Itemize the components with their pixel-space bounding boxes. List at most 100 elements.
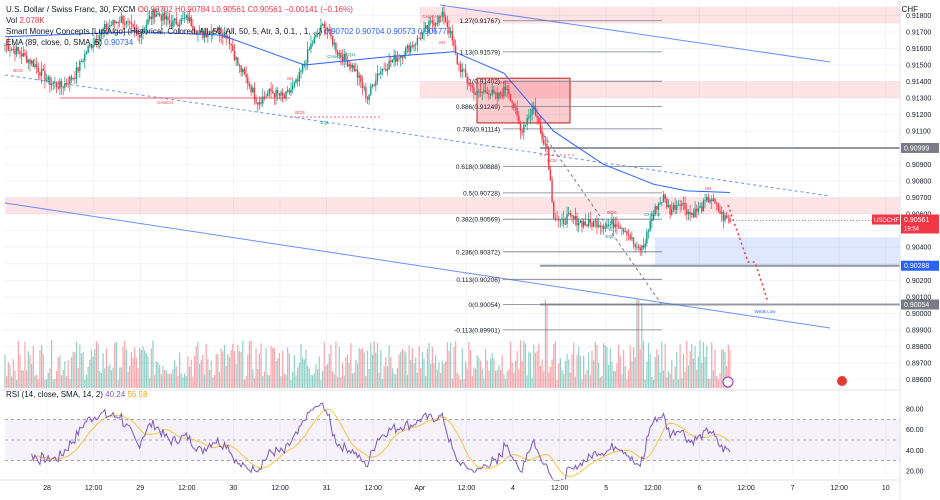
volume-bar [278,352,280,388]
candle-body [436,23,439,24]
candle-body [17,47,20,51]
price-tick-label: 0.91500 [906,62,931,69]
volume-bar [313,372,315,388]
candle-body [701,206,703,212]
volume-bar [516,350,518,388]
fib-label: 0(0.90054) [469,302,500,309]
symbol-title[interactable]: U.S. Dollar / Swiss Franc, 30, FXCM [6,5,136,14]
candle-body [82,60,84,62]
volume-bar [44,379,46,388]
candle-body [676,205,678,211]
time-tick-label: 12:00 [271,485,289,492]
volume-bar [435,355,437,388]
volume-bar [627,369,630,388]
candle-body [408,45,410,53]
candle-body [286,90,289,92]
volume-bar [393,373,395,388]
header-line-4: EMA (89, close, 0, SMA, 5) 0.90734 [6,37,133,48]
rsi-label[interactable]: RSI (14, close, SMA, 14, 2) [6,390,103,399]
volume-bar [9,364,11,388]
candle-body [516,107,518,116]
candle-body [513,102,515,108]
volume-bar [656,349,658,388]
volume-bar [608,364,610,388]
candle-body [228,36,231,44]
volume-bar [528,351,530,388]
candle-body [378,73,380,75]
candle-body [315,34,317,38]
candle-body [70,76,73,80]
candle-body [147,19,149,25]
volume-bar [253,377,256,388]
smc-label: CHoCH [422,14,438,19]
volume-bar [381,379,384,388]
candle-body [518,115,520,124]
candle-body [627,234,630,236]
volume-bar [19,355,21,388]
candle-body [341,56,344,62]
volume-bar [60,375,63,388]
candle-body [606,225,608,228]
volume-bar [707,378,709,388]
volume-bar [322,370,324,388]
volume-bar [699,340,701,388]
volume-bar [438,362,440,388]
candle-body [434,23,437,26]
volume-bar [380,349,382,388]
volume-bar [205,343,207,388]
candle-body [375,80,377,86]
candle-body [664,194,666,199]
volume-bar [652,379,655,388]
volume-bar [411,348,413,388]
volume-bar [330,345,332,388]
volume-bar [441,360,443,388]
candle-body [55,82,58,87]
volume-bar [137,368,139,388]
price-tick-label: 0.91200 [906,112,931,119]
candle-body [631,237,633,240]
volume-bar [709,378,711,388]
candle-body [183,17,186,19]
candle-body [90,44,93,49]
volume-bar [338,346,340,388]
volume-bar [114,343,116,388]
volume-bar [308,368,310,388]
candle-body [325,27,327,29]
time-tick-label: 7 [791,485,795,492]
candle-body [506,88,508,90]
volume-bar [556,379,558,388]
volume-bar [647,342,650,388]
candle-body [584,221,587,225]
volume-bar [26,370,28,388]
volume-bar [80,353,83,388]
volume-bar [67,360,69,388]
volume-bar [310,375,312,388]
ema-indicator-label[interactable]: EMA (89, close, 0, SMA, 5) [6,38,103,47]
volume-bar [504,378,507,388]
volume-bar [518,369,520,388]
volume-bar [410,359,412,388]
volume-bar [134,347,136,388]
volume-bar [494,370,497,388]
candle-body [45,80,48,82]
candle-body [290,89,292,93]
volume-bar [14,370,16,388]
candle-body [265,96,267,98]
volume-bar [188,366,191,388]
candle-body [273,93,276,97]
volume-bar [302,357,304,388]
volume-bar [676,352,678,388]
volume-bar [312,375,314,388]
volume-bar [203,374,206,388]
volume-bar [348,362,350,388]
volume-bar [573,342,575,388]
smc-indicator-label[interactable]: Smart Money Concepts [LuxAlgo] (Historic… [6,27,323,36]
candle-body [67,83,69,85]
volume-bar [644,379,646,388]
volume-label[interactable]: Vol [6,16,18,25]
level-price-label: 0.90288 [904,263,929,270]
candle-body [34,64,36,68]
volume-bar [85,374,88,388]
candle-body [574,216,577,219]
